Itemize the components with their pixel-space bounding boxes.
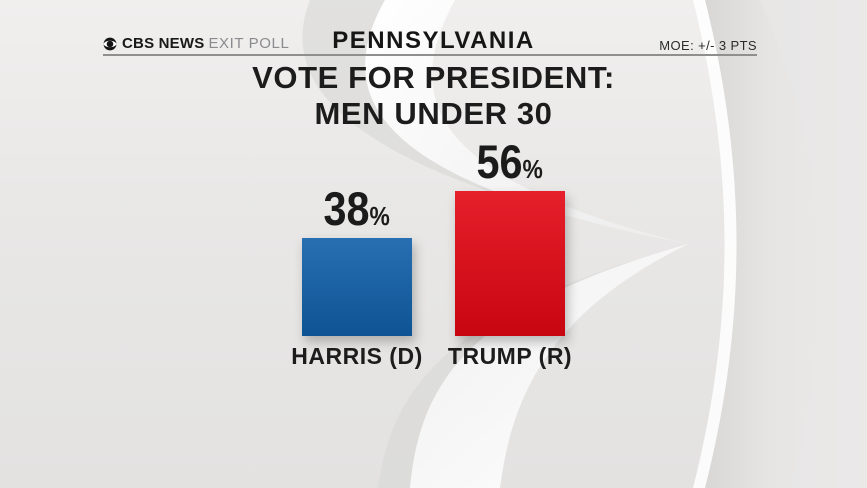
bar-chart: 38% HARRIS (D) 56% TRUMP (R) <box>282 138 585 369</box>
header-divider <box>103 54 757 56</box>
page-title-line2: MEN UNDER 30 <box>314 96 553 131</box>
bar-label-harris: HARRIS (D) <box>291 343 423 369</box>
bar-value-number: 56 <box>476 135 523 189</box>
page-title-line1: VOTE FOR PRESIDENT: <box>252 60 615 95</box>
brand-lockup: CBS NEWS EXIT POLL <box>103 35 289 52</box>
program-name: EXIT POLL <box>208 35 290 52</box>
percent-sign: % <box>522 154 544 185</box>
bar-value-trump: 56% <box>477 138 544 185</box>
bar-column-harris: 38% HARRIS (D) <box>282 185 432 369</box>
location-title: PENNSYLVANIA <box>332 27 535 54</box>
bar-value-number: 38 <box>323 182 370 236</box>
network-name: CBS NEWS <box>122 35 205 52</box>
bar-label-trump: TRUMP (R) <box>447 343 573 369</box>
bar-trump <box>455 191 565 336</box>
percent-sign: % <box>369 201 391 232</box>
bar-harris <box>302 238 412 336</box>
bar-column-trump: 56% TRUMP (R) <box>435 138 585 369</box>
cbs-eye-icon <box>103 37 117 50</box>
bar-value-harris: 38% <box>324 185 391 232</box>
margin-of-error-label: MOE: +/- 3 PTS <box>659 38 757 53</box>
page-title: VOTE FOR PRESIDENT: MEN UNDER 30 <box>0 60 867 132</box>
